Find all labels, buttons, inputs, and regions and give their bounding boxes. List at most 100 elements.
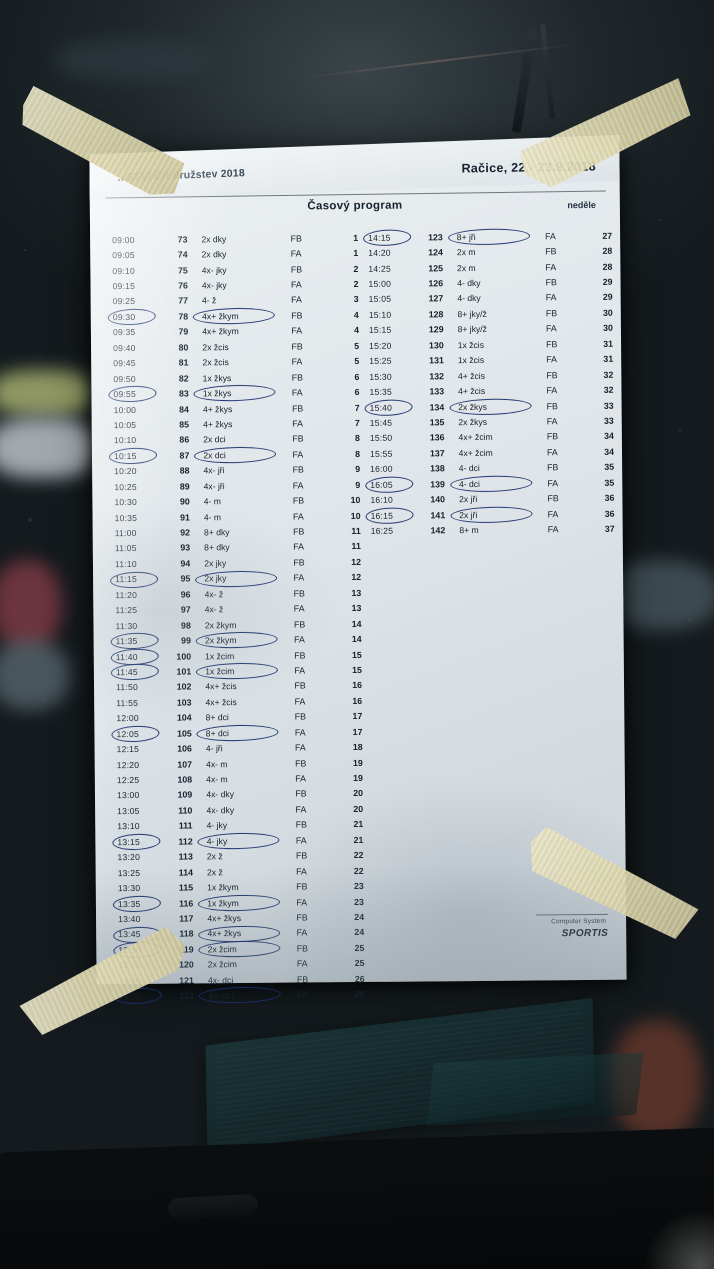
boat-class: 1x žkym [207,882,239,893]
boat-class: 2x dky [201,233,227,245]
race-start-time: 10:35 [114,512,138,523]
boat-class: 4+ žcis [457,370,486,381]
race-number: 88 [179,465,190,476]
race-number: 96 [180,589,191,600]
race-phase: FA [294,742,306,753]
race-number: 82 [178,373,189,384]
race-phase: FA [292,449,304,460]
race-start-time: 09:55 [113,389,137,400]
race-start-time: 09:45 [113,358,136,369]
boat-class: 2x m [456,262,476,273]
race-number: 89 [179,481,190,492]
boat-class: 2x ž [206,866,223,877]
final-number: 18 [352,742,363,753]
race-phase: FA [293,541,305,553]
race-phase: FA [546,447,558,458]
race-number: 76 [178,280,188,291]
race-phase: FB [545,246,557,257]
final-number: 26 [354,973,365,984]
race-start-time: 12:25 [116,774,140,786]
boat-class: 4x+ žcis [205,681,237,692]
race-phase: FB [291,403,304,414]
race-phase: FA [294,665,306,676]
final-number: 7 [354,402,360,413]
race-start-time: 13:05 [117,805,140,817]
race-start-time: 16:10 [370,494,393,506]
race-number: 106 [177,743,192,754]
race-start-time: 10:00 [113,404,137,415]
race-start-time: 15:20 [369,340,392,351]
final-number: 13 [351,587,362,598]
race-number: 100 [176,650,192,662]
race-start-time: 09:40 [113,342,136,353]
boat-class: 4+ žcis [458,385,486,397]
final-number: 9 [355,479,361,490]
race-start-time: 09:25 [112,296,136,307]
final-number: 36 [604,508,615,519]
boat-class: 2x jky [204,558,227,569]
race-phase: FB [296,912,308,923]
boat-class: 4x+ žkys [207,913,242,924]
boat-class: 2x žkys [458,401,487,412]
boat-class: 2x žcim [207,959,237,970]
boat-class: 4x- ž [204,604,224,615]
race-phase: FA [290,279,302,290]
race-phase: FB [295,819,307,830]
race-number: 107 [177,759,193,770]
race-phase: FB [295,758,307,769]
race-phase: FA [295,773,307,784]
final-number: 12 [351,572,362,583]
final-number: 25 [354,942,365,953]
boat-class: 4- jři [205,743,223,754]
race-phase: FB [546,400,558,411]
header-faint-line [110,182,112,190]
race-number: 102 [176,681,192,692]
race-phase: FB [293,526,305,537]
race-start-time: 12:00 [116,713,139,724]
final-number: 22 [353,850,364,861]
reflection [0,370,95,416]
boat-class: 2x žcis [202,341,229,353]
boat-class: 2x dci [203,434,226,445]
race-phase: FA [297,989,308,1000]
race-phase: FA [296,866,307,877]
race-phase: FA [545,323,557,334]
final-number: 34 [604,431,614,442]
race-number: 103 [176,697,192,708]
race-number: 138 [430,463,445,474]
race-number: 98 [180,620,191,631]
glass-scratch [300,42,580,80]
race-number: 109 [177,789,193,801]
final-number: 4 [353,309,359,320]
race-phase: FA [546,354,558,365]
race-start-time: 13:25 [117,867,141,878]
race-number: 142 [430,525,446,536]
final-number: 16 [352,680,363,691]
race-phase: FA [545,230,556,242]
schedule-column-right: 14:15 123 8+ jři FA 27 14:20 124 2x m FB 28 14:25 1… [362,227,615,539]
boat-class: 4x- dci [207,974,234,986]
race-number: 125 [428,262,444,273]
boat-class: 8+ dci [205,727,229,739]
race-number: 84 [179,404,189,415]
boat-class: 2x jři [459,509,478,520]
race-start-time: 15:55 [369,448,393,459]
race-phase: FB [292,433,304,444]
boat-class: 4x- jky [201,280,227,291]
final-number: 5 [354,356,360,367]
race-number: 136 [429,432,445,443]
race-phase: FA [293,572,305,583]
race-number: 104 [176,712,192,723]
boat-class: 4- dci [458,463,480,474]
boat-class: 2x dci [203,449,226,461]
race-number: 128 [428,309,444,320]
race-number: 93 [180,542,191,554]
boat-class: 4- dky [457,277,481,289]
final-number: 30 [603,323,613,334]
boat-class: 8+ jři [456,231,476,242]
race-phase: FB [292,464,304,475]
race-number: 116 [178,897,194,909]
final-number: 37 [604,523,615,534]
footer-system-label: Computer System [551,917,607,926]
boat-class: 4x- jři [203,465,225,476]
